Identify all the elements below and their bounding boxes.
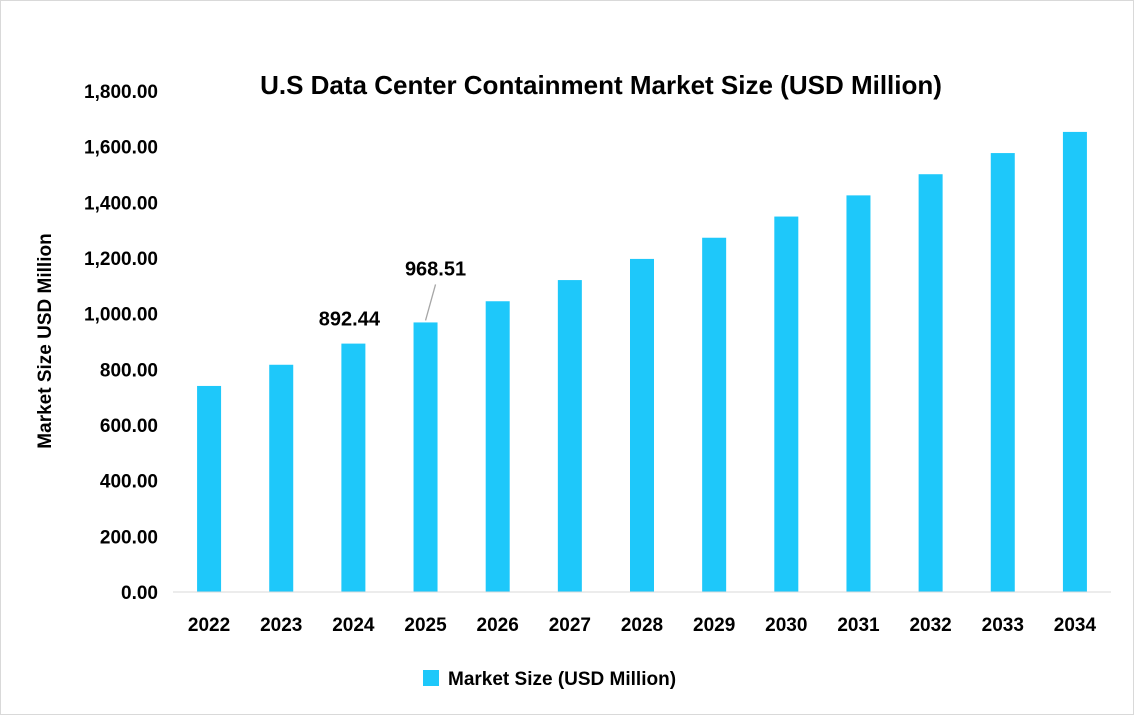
legend: Market Size (USD Million) (423, 669, 676, 690)
x-tick-label: 2030 (765, 615, 807, 636)
y-axis-ticks: 0.00 200.00 400.00 600.00 800.00 1,000.00 1,20… (84, 82, 158, 604)
bar-2026 (485, 301, 510, 592)
x-tick-label: 2022 (188, 615, 230, 636)
x-tick-label: 2031 (837, 615, 880, 636)
y-tick-label: 400.00 (100, 472, 158, 493)
legend-swatch (423, 670, 439, 686)
x-tick-label: 2033 (982, 615, 1024, 636)
bar-2027 (557, 280, 582, 592)
y-tick-label: 200.00 (100, 527, 158, 548)
y-axis-label: Market Size USD Million (35, 233, 56, 448)
x-tick-label: 2024 (332, 615, 375, 636)
y-tick-label: 0.00 (121, 583, 158, 604)
y-tick-label: 1,600.00 (84, 138, 158, 159)
y-tick-label: 800.00 (100, 360, 158, 381)
bar-2029 (702, 237, 727, 592)
legend-label: Market Size (USD Million) (448, 669, 676, 690)
bar-2034 (1062, 131, 1087, 593)
bar-2028 (630, 258, 654, 592)
data-label-leader-line (424, 284, 437, 321)
x-tick-label: 2034 (1054, 615, 1097, 636)
y-tick-label: 600.00 (100, 416, 158, 437)
x-axis-ticks: 2022 2023 2024 2025 2026 2027 2028 2029 2030 2031… (188, 615, 1097, 636)
bar-2022 (197, 385, 222, 592)
bar-2031 (846, 195, 871, 592)
y-tick-label: 1,800.00 (84, 82, 158, 103)
x-tick-label: 2025 (404, 615, 447, 636)
data-label: 892.44 (319, 309, 381, 331)
bar-2033 (990, 153, 1015, 592)
bar-2030 (774, 216, 799, 593)
y-tick-label: 1,000.00 (84, 305, 158, 326)
x-tick-label: 2027 (549, 615, 591, 636)
bar-2025 (413, 322, 438, 592)
bar-2023 (269, 364, 294, 592)
y-tick-label: 1,400.00 (84, 193, 158, 214)
x-tick-label: 2023 (260, 615, 302, 636)
data-label: 968.51 (405, 258, 466, 280)
x-tick-label: 2029 (693, 615, 735, 636)
y-tick-label: 1,200.00 (84, 249, 158, 270)
bars (197, 131, 1087, 593)
x-tick-label: 2028 (621, 615, 663, 636)
bar-2032 (918, 174, 943, 592)
chart-title: U.S Data Center Containment Market Size … (260, 70, 942, 100)
bar-2024 (341, 343, 366, 592)
x-tick-label: 2026 (477, 615, 519, 636)
data-labels: 892.44 968.51 (319, 258, 466, 330)
x-tick-label: 2032 (909, 615, 951, 636)
